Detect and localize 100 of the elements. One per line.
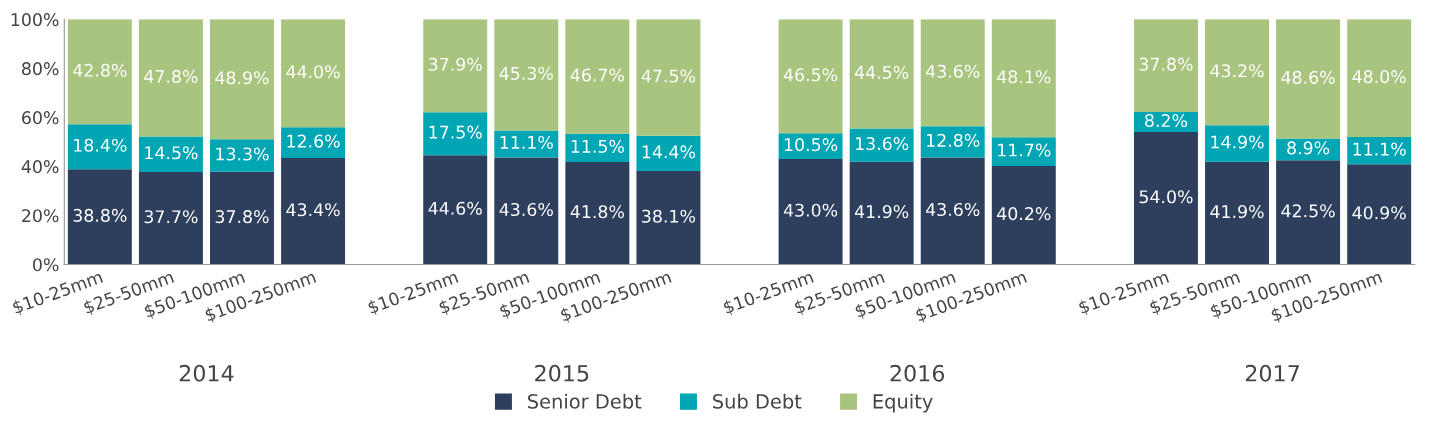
bar: [636, 135, 701, 172]
data-label: 37.7%: [144, 210, 198, 224]
data-label: 14.9%: [1211, 135, 1264, 149]
data-label: 44.0%: [286, 65, 340, 79]
data-label: 41.8%: [570, 205, 624, 219]
bar: [494, 130, 559, 158]
data-label: 43.0%: [783, 203, 838, 217]
data-label: 11.7%: [998, 143, 1051, 157]
data-label: 37.8%: [215, 210, 269, 224]
text: 2016: [890, 364, 945, 382]
bar: [1205, 19, 1270, 126]
bar: [778, 19, 843, 134]
bar: [991, 137, 1056, 166]
bar: [920, 126, 985, 158]
bar: [1347, 137, 1412, 165]
bar: [210, 171, 274, 265]
data-label: 40.9%: [1352, 206, 1406, 220]
y-tick-label: 80%: [22, 62, 59, 76]
data-label: 37.8%: [1139, 57, 1193, 71]
bar: [778, 159, 843, 265]
bar: [1276, 19, 1341, 139]
data-label: 41.9%: [1210, 205, 1264, 219]
data-label: 47.8%: [144, 69, 198, 83]
text: 2015: [535, 364, 589, 382]
bar: [281, 158, 346, 265]
bar: [138, 19, 203, 137]
data-label: 8.2%: [1145, 113, 1188, 128]
bar: [1133, 132, 1198, 265]
legend-label: Equity: [873, 393, 933, 413]
bar: [1347, 164, 1412, 265]
data-label: 13.6%: [855, 136, 909, 151]
data-label: 41.9%: [854, 205, 909, 219]
data-label: 46.7%: [570, 68, 624, 82]
bar: [67, 124, 132, 170]
bar: [565, 162, 630, 265]
bar: [423, 112, 488, 156]
bar: [138, 172, 203, 265]
data-label: 45.3%: [499, 66, 553, 80]
bar: [1133, 19, 1198, 112]
y-tick-label: 60%: [22, 111, 59, 125]
data-label: 14.4%: [642, 145, 696, 159]
y-tick-label: 0%: [33, 258, 59, 272]
data-label: 12.8%: [927, 133, 980, 147]
text: 2014: [179, 364, 234, 382]
data-label: 18.4%: [74, 138, 127, 152]
bar: [849, 161, 914, 265]
data-label: 43.4%: [286, 203, 340, 217]
legend-label: Senior Debt: [528, 393, 642, 409]
bar: [494, 19, 559, 131]
data-label: 38.1%: [642, 209, 696, 223]
bar: [423, 19, 488, 113]
bar: [849, 19, 914, 129]
bar: [423, 155, 488, 265]
bar: [281, 19, 346, 128]
bar: [1205, 161, 1270, 265]
data-label: 43.2%: [1210, 64, 1264, 78]
bar: [849, 128, 914, 162]
data-label: 48.1%: [997, 70, 1051, 84]
data-label: 43.6%: [499, 202, 553, 217]
data-label: 48.9%: [215, 71, 269, 85]
bar: [281, 127, 346, 159]
data-label: 47.5%: [641, 69, 696, 83]
data-label: 46.5%: [783, 68, 838, 82]
data-label: 48.6%: [1281, 70, 1335, 84]
data-label: 14.5%: [145, 146, 198, 160]
data-label: 38.8%: [73, 208, 127, 222]
bar: [991, 19, 1056, 138]
data-label: 54.0%: [1139, 190, 1193, 204]
bar: [1276, 160, 1341, 265]
data-label: 11.1%: [1353, 142, 1406, 156]
y-tick-label: 40%: [21, 160, 59, 174]
bar: [991, 165, 1056, 265]
bar: [1347, 19, 1412, 137]
bar: [920, 157, 985, 265]
bar: [1205, 125, 1270, 162]
data-label: 11.5%: [571, 139, 624, 153]
data-label: 43.6%: [926, 202, 980, 217]
bar: [210, 139, 274, 172]
data-label: 44.6%: [428, 201, 482, 215]
y-tick-label: 100%: [11, 13, 59, 27]
data-label: 42.5%: [1281, 204, 1335, 218]
legend-label: Sub Debt: [713, 393, 802, 409]
data-label: 43.6%: [926, 64, 980, 78]
data-label: 40.2%: [997, 207, 1051, 221]
bar: [67, 19, 132, 125]
bar: [565, 19, 630, 134]
data-label: 10.5%: [784, 138, 838, 152]
data-label: 44.5%: [854, 65, 909, 79]
bar: [1276, 138, 1341, 161]
data-label: 37.9%: [428, 57, 482, 71]
y-tick-label: 20%: [22, 209, 59, 223]
bar: [565, 133, 630, 162]
text: 2017: [1245, 364, 1299, 382]
data-label: 11.1%: [500, 135, 553, 150]
data-label: 13.3%: [216, 147, 269, 161]
bar: [494, 157, 559, 265]
bar: [210, 19, 274, 140]
data-label: 12.6%: [287, 134, 340, 148]
data-label: 48.0%: [1352, 70, 1406, 84]
data-label: 8.9%: [1287, 141, 1330, 155]
